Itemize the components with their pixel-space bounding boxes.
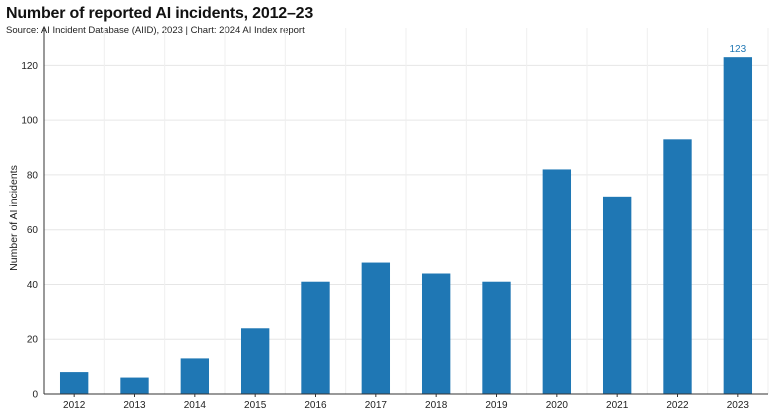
chart-subtitle: Source: AI Incident Database (AIID), 202… — [6, 25, 305, 36]
y-axis-label: Number of AI incidents — [8, 165, 20, 271]
bar-2015 — [240, 328, 270, 394]
bar-2013 — [120, 377, 149, 394]
bars — [59, 57, 753, 395]
x-tick-label: 2016 — [304, 400, 327, 411]
bar-2020 — [542, 169, 572, 394]
axes — [43, 28, 768, 397]
bar-2021 — [602, 196, 632, 394]
y-tick-label: 60 — [27, 225, 39, 236]
x-tick-label: 2023 — [727, 400, 750, 411]
bar-2012 — [59, 372, 89, 394]
y-tick-label: 0 — [32, 390, 38, 401]
x-tick-label: 2019 — [485, 400, 508, 411]
x-tick-label: 2020 — [546, 400, 569, 411]
y-tick-label: 20 — [27, 335, 39, 346]
bar-2019 — [482, 281, 511, 394]
y-tick-label: 40 — [27, 280, 39, 291]
x-tick-label: 2013 — [123, 400, 146, 411]
bar-2022 — [663, 139, 692, 394]
x-tick-label: 2014 — [184, 400, 207, 411]
x-tick-label: 2012 — [63, 400, 86, 411]
bar-2023 — [723, 57, 753, 395]
x-tick-label: 2015 — [244, 400, 267, 411]
bar-2017 — [361, 262, 391, 394]
x-tick-label: 2021 — [606, 400, 629, 411]
grid-lines — [43, 28, 769, 395]
data-label: 123 — [729, 44, 746, 55]
bar-2018 — [421, 273, 451, 394]
y-tick-label: 100 — [21, 116, 38, 127]
x-tick-label: 2018 — [425, 400, 448, 411]
chart-title: Number of reported AI incidents, 2012–23 — [6, 5, 314, 22]
x-tick-label: 2022 — [666, 400, 689, 411]
bar-2016 — [301, 281, 330, 394]
bar-2014 — [180, 358, 210, 394]
y-tick-label: 80 — [27, 170, 39, 181]
y-tick-label: 120 — [21, 61, 38, 72]
x-tick-label: 2017 — [365, 400, 388, 411]
tick-labels: 0 20 40 60 80 100 120 2012 2013 2014 2015 2016 2017 2… — [21, 44, 749, 411]
